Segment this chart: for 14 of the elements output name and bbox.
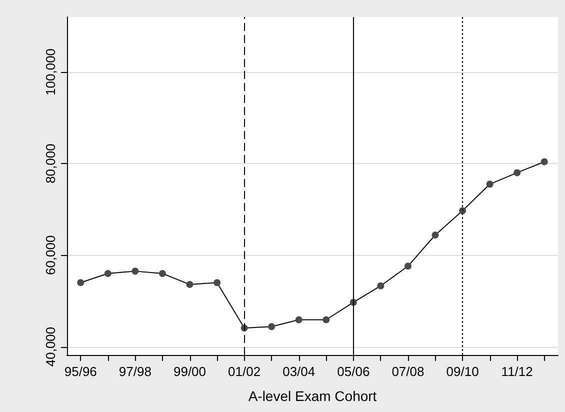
x-tick-label: 03/04 (282, 364, 316, 379)
x-axis-title: A-level Exam Cohort (248, 388, 377, 404)
x-tick-label: 99/00 (173, 364, 206, 379)
y-tick-label: 80,000 (43, 144, 58, 184)
x-tick-label: 97/98 (118, 364, 152, 379)
y-tick-label: 40,000 (43, 326, 58, 367)
x-tick-label: 11/12 (501, 364, 533, 379)
x-tick-label: 01/02 (228, 364, 261, 379)
x-tick-label: 05/06 (337, 364, 370, 379)
y-tick-label: 60,000 (43, 235, 58, 276)
x-tick-label: 09/10 (446, 364, 479, 379)
x-tick-label: 95/96 (64, 364, 97, 379)
x-tick-label: 07/08 (392, 364, 424, 379)
y-tick-label: 100,000 (43, 48, 58, 96)
